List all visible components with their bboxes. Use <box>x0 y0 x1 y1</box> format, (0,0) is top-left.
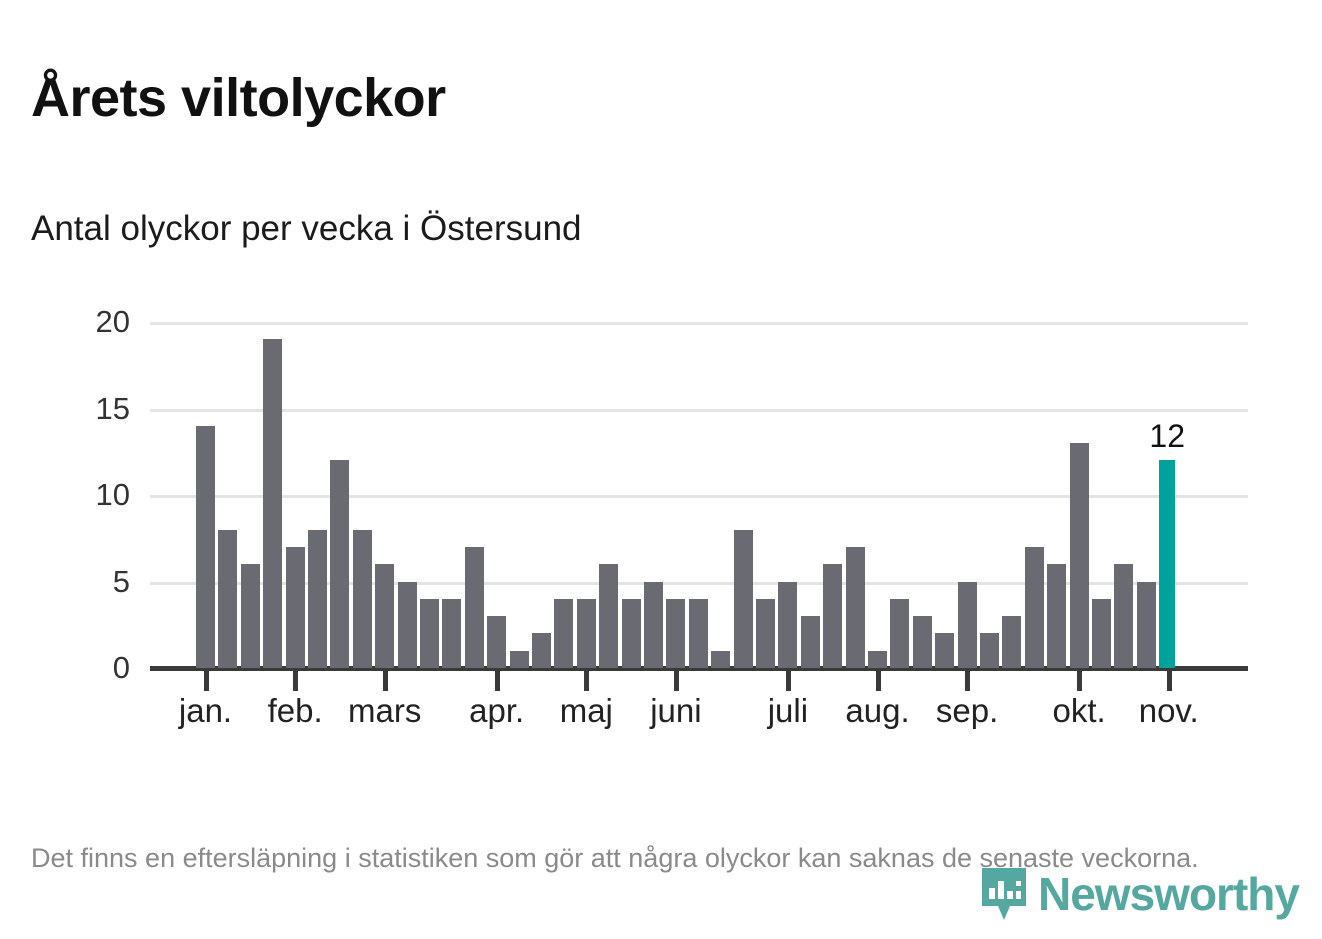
bar[interactable] <box>980 633 999 668</box>
gridline-5 <box>150 581 1248 585</box>
bar[interactable] <box>823 564 843 668</box>
bar[interactable] <box>464 546 484 668</box>
bar[interactable] <box>1047 564 1067 668</box>
x-tick <box>494 671 500 691</box>
x-tick <box>382 671 388 691</box>
bar[interactable] <box>599 564 619 668</box>
gridline-15 <box>150 408 1248 412</box>
bar[interactable] <box>644 581 663 668</box>
bar[interactable] <box>912 616 932 668</box>
y-tick-label-5: 5 <box>112 563 130 599</box>
y-tick-label-0: 0 <box>112 650 130 685</box>
bar[interactable] <box>263 339 283 668</box>
bar[interactable] <box>621 598 641 668</box>
x-tick-label-apr: apr. <box>469 692 525 729</box>
bar[interactable] <box>308 529 327 668</box>
x-tick <box>875 671 881 691</box>
plot-area <box>150 322 1248 668</box>
chart-subtitle: Antal olyckor per vecka i Östersund <box>31 209 582 249</box>
x-tick <box>965 671 971 691</box>
x-tick-label-maj: maj <box>559 692 613 729</box>
bar[interactable] <box>800 616 820 668</box>
bar[interactable] <box>1024 546 1044 668</box>
bar[interactable] <box>1159 460 1176 668</box>
bar[interactable] <box>196 425 215 668</box>
bar[interactable] <box>756 598 775 668</box>
x-tick <box>673 671 679 691</box>
x-tick-label-aug: aug. <box>845 692 910 729</box>
bar[interactable] <box>778 581 798 668</box>
bar[interactable] <box>487 616 507 668</box>
bar[interactable] <box>397 581 417 668</box>
bar[interactable] <box>420 598 439 668</box>
bar[interactable] <box>218 529 238 668</box>
newsworthy-logo: Newsworthy <box>980 866 1300 922</box>
x-tick-label-feb: feb. <box>267 692 323 729</box>
highlight-value-label: 12 <box>1149 418 1185 455</box>
bar[interactable] <box>1069 443 1089 668</box>
bar[interactable] <box>711 650 731 668</box>
x-tick-label-juni: juni <box>650 692 702 729</box>
x-tick-label-nov: nov. <box>1138 692 1199 729</box>
bar[interactable] <box>733 529 753 668</box>
x-tick-label-mars: mars <box>348 692 422 729</box>
x-tick <box>1166 671 1172 691</box>
page-title: Årets viltolyckor <box>31 68 446 129</box>
bar[interactable] <box>1136 581 1156 668</box>
bar[interactable] <box>442 598 462 668</box>
bar[interactable] <box>1002 616 1022 668</box>
bar[interactable] <box>375 564 395 668</box>
bars-layer <box>150 322 1248 668</box>
bar[interactable] <box>666 598 686 668</box>
gridline-20 <box>150 322 1248 325</box>
y-tick-label-15: 15 <box>95 390 130 426</box>
bar[interactable] <box>890 598 910 668</box>
bar[interactable] <box>935 633 955 668</box>
y-tick-label-10: 10 <box>95 477 130 512</box>
bar[interactable] <box>330 460 350 668</box>
x-tick <box>584 671 590 691</box>
bar[interactable] <box>688 598 708 668</box>
gridline-10 <box>150 495 1248 498</box>
bar[interactable] <box>285 546 305 668</box>
x-tick <box>203 671 209 691</box>
bar[interactable] <box>532 633 551 668</box>
bar[interactable] <box>845 546 865 668</box>
y-tick-label-20: 20 <box>95 304 130 339</box>
bar[interactable] <box>868 650 887 668</box>
x-axis-baseline <box>150 666 1248 671</box>
bar[interactable] <box>957 581 977 668</box>
x-tick-label-juli: juli <box>767 692 809 729</box>
x-tick-label-sep: sep. <box>935 692 999 729</box>
x-tick-label-okt: okt. <box>1052 692 1106 729</box>
bar[interactable] <box>352 529 372 668</box>
x-tick <box>785 671 791 691</box>
x-tick-label-jan: jan. <box>178 692 233 729</box>
bar[interactable] <box>509 650 529 668</box>
bar[interactable] <box>1092 598 1111 668</box>
newsworthy-bar-chart-bubble-icon <box>982 868 1026 920</box>
bar[interactable] <box>554 598 574 668</box>
x-tick <box>293 671 299 691</box>
bar[interactable] <box>1114 564 1134 668</box>
bar[interactable] <box>240 564 260 668</box>
logo-wordmark: Newsworthy <box>1038 868 1300 920</box>
bar[interactable] <box>576 598 596 668</box>
x-tick <box>1077 671 1083 691</box>
